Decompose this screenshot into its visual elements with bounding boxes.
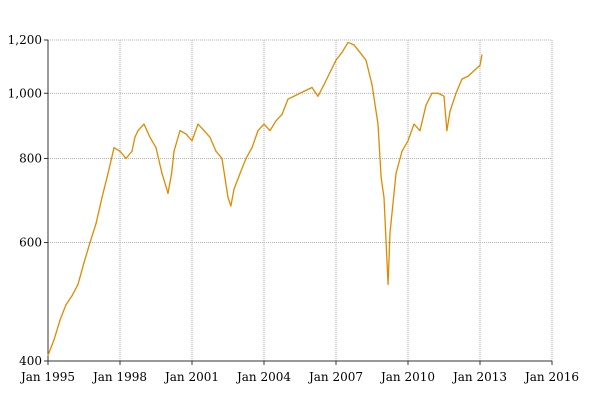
data-point — [335, 59, 337, 61]
data-point — [203, 130, 205, 132]
data-point — [83, 262, 85, 264]
data-point — [47, 354, 49, 356]
data-point — [263, 123, 265, 125]
data-point — [401, 150, 403, 152]
data-point — [413, 123, 415, 125]
x-tick-label: Jan 2007 — [307, 370, 363, 384]
x-tick-label: Jan 2016 — [523, 370, 579, 384]
data-point — [347, 41, 349, 44]
x-tick-label: Jan 1995 — [19, 370, 75, 384]
data-point — [407, 140, 409, 142]
data-point — [155, 147, 157, 149]
series-line — [47, 41, 483, 356]
data-point — [251, 147, 253, 149]
data-point — [149, 136, 151, 138]
data-point — [473, 70, 475, 72]
data-point — [299, 92, 301, 94]
data-point — [353, 44, 355, 46]
data-point — [125, 157, 127, 160]
data-point — [113, 147, 115, 149]
series-layer — [47, 41, 483, 356]
data-point — [245, 157, 247, 160]
data-point — [443, 95, 445, 97]
y-tick-label: 1,000 — [8, 86, 42, 100]
data-point — [191, 140, 193, 142]
data-point — [134, 136, 136, 138]
data-point — [383, 196, 385, 199]
data-point — [365, 59, 367, 61]
data-point — [65, 304, 67, 306]
x-tick-label: Jan 2004 — [235, 370, 291, 384]
data-point — [119, 150, 121, 152]
data-point — [209, 136, 211, 138]
x-tick-label: Jan 1998 — [91, 370, 147, 384]
data-point — [89, 241, 91, 244]
x-tick-label: Jan 2010 — [379, 370, 435, 384]
data-point — [221, 157, 223, 160]
data-point — [287, 98, 289, 100]
data-point — [101, 196, 103, 199]
grid — [47, 39, 553, 362]
data-point — [341, 51, 343, 54]
data-point — [317, 95, 319, 97]
data-point — [143, 123, 145, 125]
y-tick-label: 1,200 — [8, 33, 42, 47]
data-point — [77, 283, 79, 285]
data-point — [371, 84, 373, 86]
data-point — [395, 172, 397, 175]
data-point — [275, 120, 277, 122]
data-point — [233, 188, 235, 190]
data-point — [467, 75, 469, 77]
data-point — [425, 104, 427, 106]
data-point — [359, 51, 361, 54]
data-point — [437, 92, 439, 94]
data-point — [59, 319, 61, 321]
data-point — [173, 150, 175, 152]
data-point — [171, 172, 173, 175]
y-tick-label: 800 — [19, 151, 42, 165]
data-point — [380, 176, 382, 178]
data-point — [377, 123, 379, 125]
data-point — [455, 92, 457, 94]
data-point — [179, 130, 181, 132]
data-point — [449, 110, 451, 112]
data-point — [269, 130, 271, 132]
data-point — [167, 192, 169, 194]
data-point — [481, 54, 483, 56]
data-point — [71, 295, 73, 297]
data-point — [131, 150, 133, 152]
data-point — [419, 130, 421, 132]
data-point — [257, 130, 259, 132]
data-point — [107, 172, 109, 175]
tick-labels: 400 600 800 1,000 1,200 Jan 1995 Jan 1998 Jan 2… — [8, 33, 579, 384]
axes — [44, 39, 553, 365]
x-tick-label: Jan 2013 — [451, 370, 507, 384]
data-point — [53, 339, 55, 341]
data-point — [185, 133, 187, 135]
x-tick-label: Jan 2001 — [163, 370, 219, 384]
data-point — [389, 232, 391, 234]
data-point — [230, 205, 232, 207]
data-point — [446, 130, 448, 132]
y-tick-label: 600 — [19, 236, 42, 250]
data-point — [387, 283, 389, 285]
data-point — [161, 172, 163, 175]
data-point — [239, 172, 241, 175]
data-point — [479, 64, 481, 67]
y-tick-label: 400 — [19, 354, 42, 368]
data-point — [227, 196, 229, 199]
data-point — [431, 92, 433, 94]
data-point — [95, 223, 97, 225]
data-point — [281, 113, 283, 116]
data-point — [215, 150, 217, 152]
data-point — [137, 130, 139, 132]
data-point — [461, 78, 463, 80]
data-point — [197, 123, 199, 125]
data-point — [311, 86, 313, 89]
data-point — [323, 84, 325, 86]
